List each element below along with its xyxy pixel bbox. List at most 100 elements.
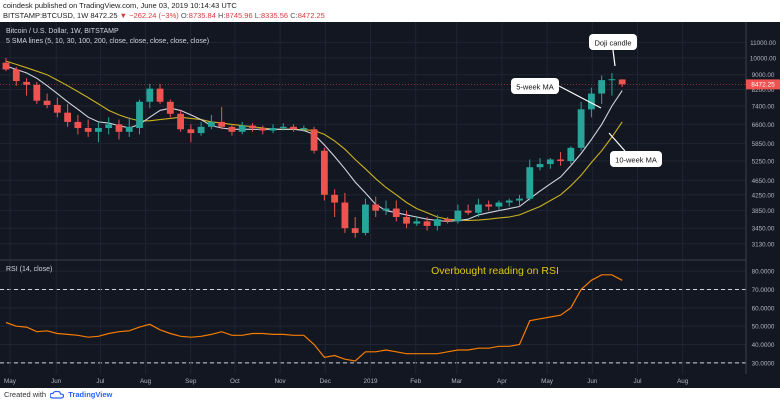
candle (249, 123, 256, 132)
candle (598, 75, 606, 104)
rsi-line (5, 274, 623, 362)
candle (351, 216, 359, 238)
time-tick-label: Jun (587, 378, 598, 385)
candle (156, 83, 164, 104)
candle (444, 216, 452, 224)
price-tick-label: 8200.00 (752, 87, 775, 94)
author-name[interactable]: coindesk (3, 1, 33, 10)
candle (413, 216, 421, 226)
rsi-axis[interactable]: 80.0000 70.0000 60.0000 50.0000 40.0000 30.00… (752, 269, 775, 368)
candle (341, 192, 349, 233)
time-axis[interactable]: May Jun Jul Aug Sep Oct Nov Dec 2019 Feb Mar Apr May… (4, 378, 689, 385)
price-tick-label: 11000.00 (750, 40, 776, 47)
symbol-line: BITSTAMP:BTCUSD, 1W 8472.25 ▼ −262.24 (−… (3, 11, 780, 21)
rsi-tick-label: 40.0000 (752, 342, 775, 349)
candle (197, 121, 205, 136)
price-axis[interactable]: 11000.00 10000.00 9000.00 8200.00 7400.00 660… (750, 40, 777, 248)
candle (238, 121, 246, 135)
price-tick-label: 7400.00 (752, 104, 775, 111)
close-value: 8472.25 (297, 11, 325, 20)
high-label: H: (218, 11, 226, 20)
down-arrow-icon: ▼ (119, 11, 128, 20)
candle (567, 146, 575, 165)
candle (310, 126, 318, 154)
candle (362, 198, 369, 236)
time-tick-label: Jun (51, 378, 62, 385)
high-value: 8745.96 (225, 11, 253, 20)
symbol-label: BITSTAMP:BTCUSD, 1W (3, 11, 89, 20)
rsi-tick-label: 80.0000 (752, 269, 775, 276)
time-tick-label: Apr (497, 378, 507, 385)
candle (331, 189, 339, 217)
candle (23, 78, 30, 96)
candle (433, 214, 441, 231)
price-tick-label: 4650.00 (752, 178, 775, 185)
price-tick-label: 3130.00 (752, 241, 775, 248)
price-tick-label: 5250.00 (752, 158, 775, 165)
candle (269, 124, 277, 134)
time-tick-label: Sep (185, 378, 197, 385)
candle (618, 79, 626, 87)
candle (166, 99, 174, 118)
candle (177, 110, 184, 132)
candle (84, 119, 92, 137)
time-tick-label: May (4, 378, 17, 385)
candle (279, 123, 287, 131)
candle (608, 72, 616, 96)
footer: Created with TradingView (4, 389, 112, 401)
candle (115, 119, 123, 140)
price-tick-label: 9000.00 (752, 72, 775, 79)
open-value: 8735.84 (188, 11, 216, 20)
price-chart[interactable]: 11000.00 10000.00 9000.00 8200.00 7400.00 660… (0, 22, 780, 388)
candle (33, 81, 41, 104)
candle (136, 99, 143, 135)
publish-line: coindesk published on TradingView.com, J… (3, 1, 780, 11)
time-tick-label: Jul (96, 378, 104, 385)
candle (475, 198, 482, 217)
candle (464, 204, 472, 215)
time-tick-label: Aug (677, 378, 689, 385)
last-price-label: 8472.25 (751, 82, 775, 89)
change-value: −262.24 (−3%) (129, 11, 179, 20)
sma5-label: 5-week MA (516, 83, 554, 92)
candle (12, 66, 20, 86)
tradingview-brand[interactable]: TradingView (68, 390, 113, 399)
rsi-series (5, 274, 623, 362)
open-label: O: (180, 11, 189, 20)
rsi-annotation: Overbought reading on RSI (431, 265, 559, 277)
rsi-tick-label: 60.0000 (752, 305, 775, 312)
candle (125, 117, 133, 137)
rsi-tick-label: 70.0000 (752, 287, 775, 294)
candle (95, 121, 102, 143)
time-tick-label: May (541, 378, 554, 385)
candle (454, 204, 462, 224)
rsi-tick-label: 30.0000 (752, 360, 775, 367)
candle (43, 93, 51, 109)
candle (187, 124, 195, 143)
candle (546, 157, 554, 169)
candle (495, 200, 503, 211)
price-tick-label: 10000.00 (750, 55, 777, 62)
low-value: 8335.56 (260, 11, 289, 20)
candle (290, 124, 297, 132)
last-price-tag: 8472.25 (746, 79, 780, 90)
price-tick-label: 3450.00 (752, 226, 775, 233)
candle (146, 83, 154, 109)
low-label: L: (254, 11, 261, 20)
candle (403, 210, 410, 229)
time-tick-label: Mar (451, 378, 462, 385)
close-label: C: (290, 11, 298, 20)
chart-title: Bitcoin / U.S. Dollar, 1W, BITSTAMP (6, 28, 119, 35)
candles-group (2, 57, 626, 238)
tradingview-cloud-icon (50, 391, 65, 399)
rsi-title: RSI (14, close) (6, 266, 52, 273)
price-tick-label: 5850.00 (752, 141, 775, 148)
candle (392, 200, 400, 222)
candle (423, 216, 431, 231)
candle (505, 198, 513, 207)
candle (218, 107, 226, 130)
rsi-tick-label: 50.0000 (752, 324, 775, 331)
time-tick-label: Jul (633, 378, 641, 385)
grid-lines (0, 22, 746, 374)
candle (320, 147, 328, 201)
